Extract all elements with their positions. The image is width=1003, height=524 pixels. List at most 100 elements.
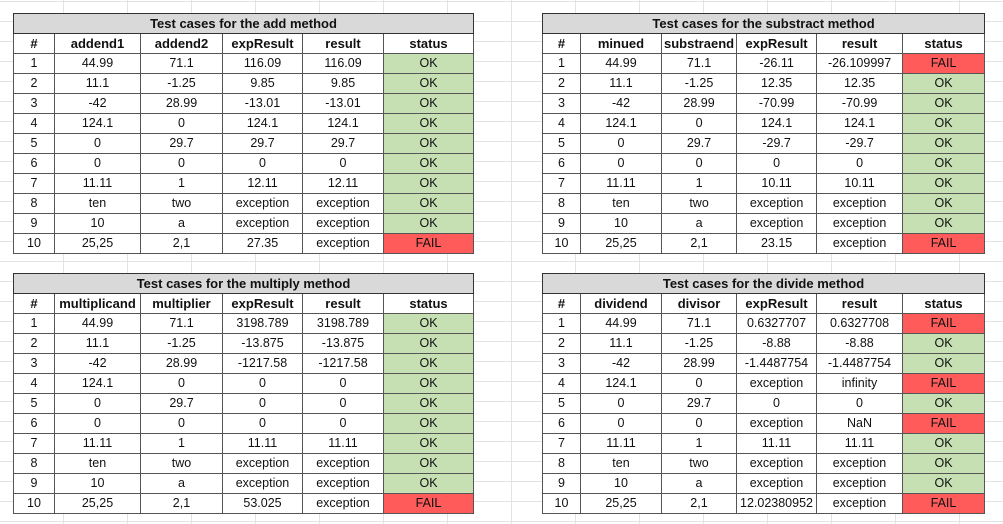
status-cell[interactable]: OK [902,453,985,474]
status-cell[interactable]: OK [902,213,986,234]
input-cell[interactable]: -42 [580,353,662,374]
header-cell[interactable]: expResult [736,293,817,314]
expected-result-cell[interactable]: exception [736,373,817,394]
row-number-cell[interactable]: 10 [13,233,55,254]
row-number-cell[interactable]: 2 [13,333,55,354]
status-cell[interactable]: OK [902,133,986,154]
row-number-cell[interactable]: 6 [542,413,581,434]
result-cell[interactable]: -13.875 [302,333,384,354]
input-cell[interactable]: -1.25 [660,73,738,94]
row-number-cell[interactable]: 5 [13,393,55,414]
input-cell[interactable]: 2,1 [660,233,738,254]
input-cell[interactable]: 10 [580,213,662,234]
header-cell[interactable]: dividend [580,293,662,314]
result-cell[interactable]: 0 [302,393,384,414]
input-cell[interactable]: -1.25 [140,73,223,94]
input-cell[interactable]: -1.25 [140,333,223,354]
status-cell[interactable]: OK [902,193,986,214]
expected-result-cell[interactable]: 27.35 [222,233,303,254]
expected-result-cell[interactable]: -13.875 [222,333,303,354]
header-cell[interactable]: # [542,293,581,314]
status-cell[interactable]: OK [383,393,474,414]
input-cell[interactable]: 0 [660,153,738,174]
result-cell[interactable]: NaN [816,413,903,434]
result-cell[interactable]: exception [816,193,904,214]
input-cell[interactable]: 25,25 [580,233,662,254]
input-cell[interactable]: 0 [580,393,662,414]
expected-result-cell[interactable]: 10.11 [736,173,818,194]
status-cell[interactable]: OK [383,213,474,234]
row-number-cell[interactable]: 5 [542,133,581,154]
row-number-cell[interactable]: 10 [13,493,55,514]
expected-result-cell[interactable]: -8.88 [736,333,817,354]
expected-result-cell[interactable]: 116.09 [222,53,303,74]
table-title[interactable]: Test cases for the multiply method [13,273,474,294]
expected-result-cell[interactable]: 0 [222,393,303,414]
header-cell[interactable]: result [816,293,903,314]
result-cell[interactable]: 116.09 [302,53,384,74]
status-cell[interactable]: FAIL [902,313,985,334]
header-cell[interactable]: expResult [222,293,303,314]
row-number-cell[interactable]: 3 [13,93,55,114]
input-cell[interactable]: ten [580,453,662,474]
input-cell[interactable]: 11.11 [580,173,662,194]
expected-result-cell[interactable]: 53.025 [222,493,303,514]
expected-result-cell[interactable]: 12.11 [222,173,303,194]
row-number-cell[interactable]: 9 [542,213,581,234]
status-cell[interactable]: OK [902,353,985,374]
input-cell[interactable]: 0 [54,133,141,154]
header-cell[interactable]: status [383,33,474,54]
row-number-cell[interactable]: 9 [13,213,55,234]
row-number-cell[interactable]: 4 [542,113,581,134]
input-cell[interactable]: 0 [660,113,738,134]
header-cell[interactable]: divisor [661,293,737,314]
result-cell[interactable]: 12.11 [302,173,384,194]
status-cell[interactable]: FAIL [902,413,985,434]
input-cell[interactable]: two [140,453,223,474]
expected-result-cell[interactable]: 9.85 [222,73,303,94]
row-number-cell[interactable]: 7 [13,173,55,194]
expected-result-cell[interactable]: 11.11 [736,433,817,454]
input-cell[interactable]: 71.1 [140,313,223,334]
input-cell[interactable]: -1.25 [661,333,737,354]
expected-result-cell[interactable]: -26.11 [736,53,818,74]
row-number-cell[interactable]: 4 [13,373,55,394]
row-number-cell[interactable]: 3 [542,93,581,114]
input-cell[interactable]: 11.1 [580,73,662,94]
input-cell[interactable]: 10 [54,213,141,234]
input-cell[interactable]: 2,1 [140,493,223,514]
result-cell[interactable]: exception [302,233,384,254]
status-cell[interactable]: FAIL [902,233,986,254]
input-cell[interactable]: 44.99 [54,313,141,334]
input-cell[interactable]: 11.1 [54,333,141,354]
result-cell[interactable]: 0.6327708 [816,313,903,334]
input-cell[interactable]: 124.1 [54,373,141,394]
expected-result-cell[interactable]: -1217.58 [222,353,303,374]
expected-result-cell[interactable]: 0 [736,393,817,414]
status-cell[interactable]: OK [902,433,985,454]
row-number-cell[interactable]: 3 [13,353,55,374]
expected-result-cell[interactable]: 23.15 [736,233,818,254]
input-cell[interactable]: 0 [140,373,223,394]
status-cell[interactable]: OK [902,173,986,194]
row-number-cell[interactable]: 7 [13,433,55,454]
result-cell[interactable]: exception [302,453,384,474]
header-cell[interactable]: expResult [736,33,818,54]
status-cell[interactable]: OK [902,473,985,494]
input-cell[interactable]: 71.1 [140,53,223,74]
input-cell[interactable]: -42 [54,353,141,374]
input-cell[interactable]: 124.1 [580,113,662,134]
input-cell[interactable]: 0 [54,413,141,434]
row-number-cell[interactable]: 10 [542,493,581,514]
input-cell[interactable]: 25,25 [54,233,141,254]
input-cell[interactable]: 2,1 [140,233,223,254]
header-cell[interactable]: addend2 [140,33,223,54]
expected-result-cell[interactable]: 124.1 [222,113,303,134]
status-cell[interactable]: OK [383,53,474,74]
input-cell[interactable]: 0 [580,133,662,154]
input-cell[interactable]: 44.99 [54,53,141,74]
result-cell[interactable]: 0 [302,413,384,434]
input-cell[interactable]: 28.99 [140,93,223,114]
row-number-cell[interactable]: 1 [542,53,581,74]
result-cell[interactable]: exception [816,233,904,254]
